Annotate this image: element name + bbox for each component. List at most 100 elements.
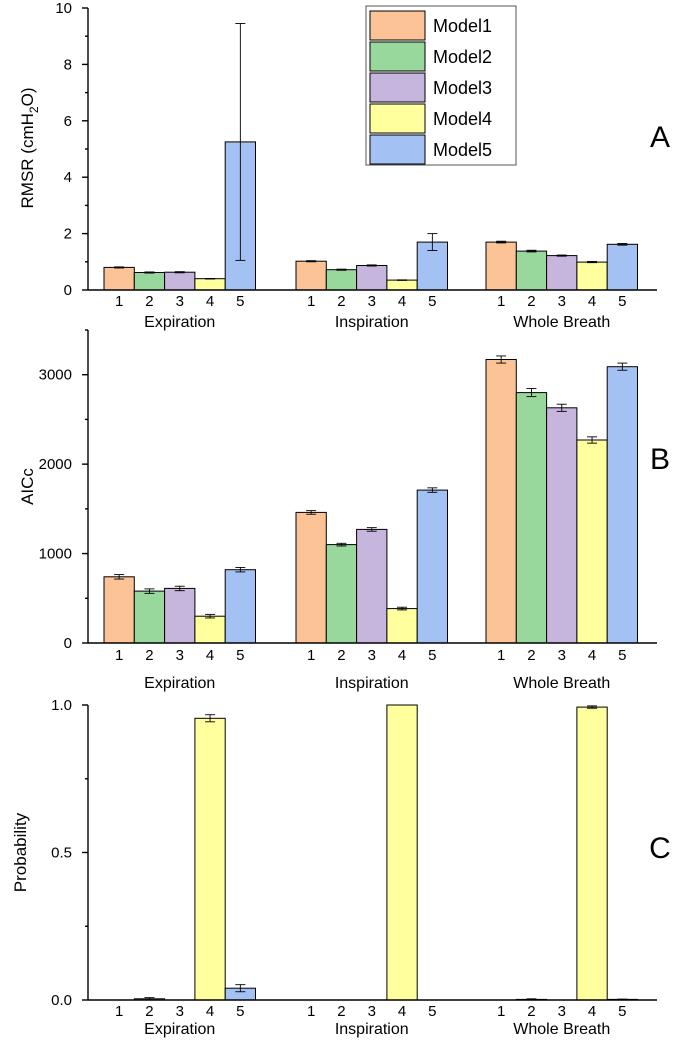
x-bar-label-c: 3 [176,1003,184,1020]
panel-c: 0.0 0.5 1.0 Probability 1 2 3 4 5 Expiration 1 2 3 4 5… [11,697,657,1038]
x-bar-label-b: 1 [115,647,123,664]
x-bar-label-b: 3 [368,647,376,664]
bar-a-inspiration-model2 [325,269,358,291]
group-label-b-inspiration: Inspiration [335,675,409,692]
x-bar-label-a: 2 [527,293,535,310]
error-bar-a-0-0 [114,266,125,269]
y-axis-title-c: Probability [11,812,30,892]
x-bar-label-c: 2 [337,1003,345,1020]
bar-b-inspiration-model2 [325,544,358,644]
error-bar-a-1-1 [336,268,347,271]
x-bar-label-b: 3 [558,647,566,664]
x-bar-label-b: 4 [206,647,214,664]
error-bar-b-1-3 [397,606,408,611]
panel-a-ylabel-end: O) [18,88,37,107]
legend-label-model3: Model3 [433,78,492,98]
x-bar-label-a: 3 [176,293,184,310]
x-bar-label-c: 3 [368,1003,376,1020]
x-bar-label-c: 5 [428,1003,436,1020]
x-bar-label-b: 5 [236,647,244,664]
bar-a-inspiration-model3 [356,265,388,291]
error-bar-b-1-1 [336,542,347,547]
error-bar-a-2-3 [587,261,598,264]
error-bar-a-0-3 [205,277,216,280]
error-bar-a-0-2 [174,271,185,274]
error-bar-a-2-1 [526,249,537,253]
legend-label-model1: Model1 [433,16,492,36]
error-bar-a-0-4 [235,23,246,261]
bar-b-expiration-model3 [164,587,196,644]
y-tick-label-c: 1.0 [51,697,72,714]
group-label-a-expiration: Expiration [144,314,215,331]
legend-swatch-model3 [369,72,426,103]
bar-b-whole-breath-model3 [546,407,578,644]
x-bar-label-b: 4 [398,647,406,664]
x-bar-label-b: 5 [428,647,436,664]
x-bar-label-a: 4 [588,293,596,310]
x-bar-label-a: 4 [398,293,406,310]
legend: Model1 Model2 Model3 Model4 Model5 [365,5,517,166]
bar-b-whole-breath-model5 [606,366,639,644]
x-bar-label-c: 1 [115,1003,123,1020]
error-bar-a-1-3 [397,279,408,281]
legend-swatch-model2 [369,41,426,72]
legend-label-model4: Model4 [433,109,492,129]
group-label-a-whole-breath: Whole Breath [513,314,610,331]
x-bar-label-a: 3 [368,293,376,310]
bar-a-inspiration-model1 [295,260,327,291]
error-bar-b-1-2 [366,527,377,532]
x-bar-label-c: 2 [527,1003,535,1020]
error-bar-c-0-3 [205,714,216,723]
error-bar-a-1-4 [427,233,438,251]
bar-b-inspiration-model5 [416,489,449,644]
x-bar-label-c: 1 [307,1003,315,1020]
x-bar-label-c: 4 [206,1003,214,1020]
bar-b-expiration-model1 [103,576,135,644]
error-bar-a-0-1 [144,271,155,274]
x-bar-label-b: 1 [497,647,505,664]
error-bar-a-2-0 [496,240,507,244]
panel-a-ylabel: RMSR (cmH2O) [18,88,41,209]
x-bar-label-b: 4 [588,647,596,664]
bar-a-whole-breath-model3 [546,255,578,291]
error-bar-b-0-4 [235,566,246,573]
error-bar-c-2-3 [587,705,598,709]
x-bar-label-a: 4 [206,293,214,310]
error-bar-b-2-4 [617,362,628,371]
bar-b-inspiration-model4 [386,608,418,644]
group-label-c-inspiration: Inspiration [335,1021,409,1038]
x-bar-label-c: 4 [588,1003,596,1020]
legend-label-model5: Model5 [433,140,492,160]
y-tick-label-c: 0.0 [51,992,72,1009]
panel-b: 0 1000 2000 3000 AICc 1 2 3 4 5 Expiration 1 2 3 4 5 Ins… [18,329,657,692]
group-label-c-expiration: Expiration [144,1021,215,1038]
bar-b-inspiration-model3 [356,528,388,644]
panel-letter-b: B [650,443,670,476]
y-tick-label-c: 0.5 [51,845,72,862]
x-bar-label-a: 2 [337,293,345,310]
x-bar-label-c: 3 [558,1003,566,1020]
bar-a-expiration-model2 [133,272,166,291]
legend-label-model2: Model2 [433,47,492,67]
bar-a-expiration-model1 [103,266,135,291]
error-bar-b-2-2 [556,403,567,412]
error-bar-b-0-0 [114,574,125,580]
error-bar-a-1-2 [366,264,377,267]
error-bar-a-2-4 [617,243,628,246]
x-bar-label-b: 3 [176,647,184,664]
x-bar-label-a: 2 [145,293,153,310]
panel-a-ylabel-sub: 2 [27,106,41,113]
bar-a-whole-breath-model2 [515,250,548,291]
error-bar-a-1-0 [306,260,317,263]
legend-swatch-model4 [369,103,426,134]
group-label-b-expiration: Expiration [144,675,215,692]
group-label-a-inspiration: Inspiration [335,314,409,331]
error-bar-b-0-1 [144,588,155,594]
y-tick-label-b: 2000 [39,456,72,473]
x-bar-label-a: 1 [497,293,505,310]
y-tick-label-a: 0 [64,282,72,299]
bar-b-whole-breath-model1 [485,359,517,644]
bar-c-inspiration-model4 [386,704,418,1001]
x-bar-label-c: 1 [497,1003,505,1020]
bar-a-inspiration-model4 [386,279,418,291]
